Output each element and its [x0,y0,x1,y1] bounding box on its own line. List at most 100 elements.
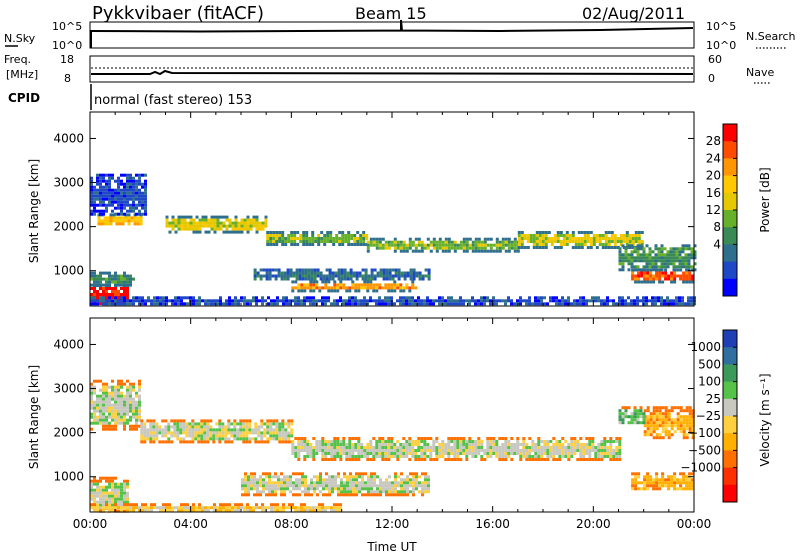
velocity-cell [180,509,183,513]
power-cell [639,244,643,248]
velocity-cell [421,487,424,491]
power-cell [405,283,409,287]
velocity-cell [149,434,153,438]
power-cell [538,234,542,237]
power-cell [370,271,374,275]
power-cell [673,277,677,281]
velocity-cell [306,509,309,513]
power-cell [117,296,120,299]
power-cell [468,299,471,303]
velocity-cell [313,490,316,494]
velocity-cell [218,431,222,435]
power-cell [631,246,635,249]
velocity-cell [138,400,141,404]
power-cell [135,182,138,186]
velocity-cell [367,481,370,485]
power-cell [159,302,162,306]
power-cell [324,280,328,284]
velocity-cell [492,449,496,452]
velocity-cell [102,415,105,419]
power-cell [393,280,397,284]
velocity-cell [504,437,508,440]
power-cell [111,296,114,299]
velocity-cell [281,425,285,429]
velocity-cell [465,452,469,455]
power-cell [586,240,590,243]
velocity-cell [658,412,662,416]
velocity-cell [140,428,144,432]
power-cell [210,218,214,222]
power-cell [141,194,144,198]
velocity-cell [525,458,529,461]
velocity-cell [661,475,665,479]
power-cell [261,224,265,228]
velocity-cell [546,458,550,461]
velocity-cell [123,494,126,498]
velocity-cell [123,418,126,422]
power-cell [672,250,676,254]
power-cell [99,302,102,305]
power-band [631,268,695,284]
velocity-cell [240,506,243,510]
velocity-cell [637,475,641,479]
power-cell [535,243,539,246]
power-cell [559,243,563,246]
power-cell [603,299,606,303]
velocity-cell [146,434,150,438]
velocity-cell [230,428,234,432]
velocity-cell [237,509,240,513]
power-cell [135,296,138,300]
power-cell [259,277,263,281]
velocity-cell [664,430,668,434]
velocity-cell [251,437,255,441]
velocity-cell [618,437,622,440]
velocity-cell [167,428,171,432]
power-cell [640,274,644,278]
velocity-cell [369,446,373,449]
power-cell [361,277,365,281]
power-cell [405,302,408,306]
power-cell [406,274,410,278]
velocity-cell [126,391,129,395]
power-cell [678,299,681,303]
power-cell [627,244,631,248]
power-cell [606,296,609,300]
velocity-cell [673,421,677,425]
velocity-cell [274,484,277,488]
velocity-cell [303,503,306,507]
velocity-cell [132,382,135,386]
power-cell [231,224,235,228]
velocity-cell [161,419,165,423]
velocity-cell [432,458,436,461]
power-cell [561,302,564,306]
velocity-cell [351,458,355,461]
power-cell [420,246,424,250]
velocity-cell [453,455,457,458]
velocity-cell [197,437,201,441]
velocity-cell [421,493,424,497]
power-cell [111,197,114,201]
velocity-cell [306,506,309,510]
velocity-cell [120,421,123,425]
velocity-cell [93,506,96,510]
power-cell [643,277,647,281]
velocity-cell [281,440,285,444]
power-cell [330,302,333,306]
power-cell [189,221,193,225]
power-cell [225,302,228,306]
power-cell [99,194,102,198]
velocity-cell [173,419,177,423]
velocity-cell [206,437,210,441]
power-cell [390,240,394,244]
velocity-cell [99,485,102,489]
velocity-cell [179,425,183,429]
power-cell [582,296,585,300]
power-cell [393,240,397,244]
power-cell [438,299,441,303]
power-cell [634,231,638,234]
velocity-cell [140,440,144,444]
velocity-cell [105,382,108,386]
velocity-cell [152,431,156,435]
power-cell [387,286,391,290]
power-cell [435,240,439,244]
